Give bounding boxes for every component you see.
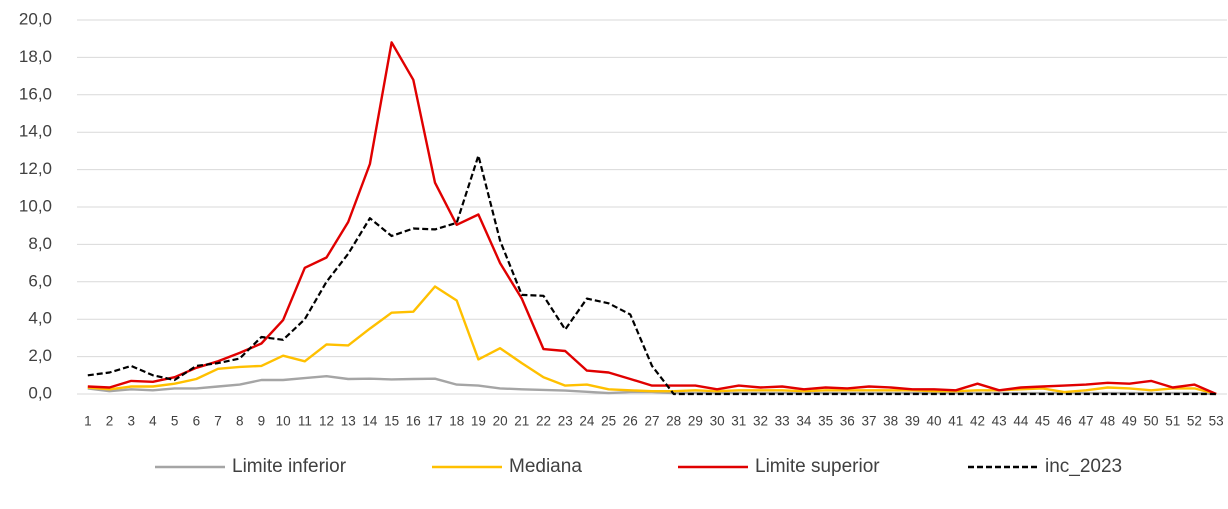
x-tick-label: 15 bbox=[384, 414, 399, 429]
x-tick-label: 45 bbox=[1035, 414, 1050, 429]
y-tick-label: 18,0 bbox=[19, 47, 52, 66]
legend-label: inc_2023 bbox=[1045, 456, 1122, 477]
y-tick-label: 6,0 bbox=[28, 271, 52, 290]
x-tick-label: 28 bbox=[666, 414, 681, 429]
x-tick-label: 24 bbox=[579, 414, 595, 429]
series-line bbox=[87, 154, 1217, 396]
x-tick-label: 20 bbox=[493, 414, 508, 429]
legend-label: Limite superior bbox=[755, 456, 880, 477]
x-tick-label: 42 bbox=[970, 414, 985, 429]
x-tick-label: 4 bbox=[149, 414, 157, 429]
x-tick-label: 1 bbox=[84, 414, 92, 429]
x-tick-label: 12 bbox=[319, 414, 334, 429]
y-tick-label: 4,0 bbox=[28, 309, 52, 328]
x-tick-label: 30 bbox=[710, 414, 725, 429]
x-tick-label: 37 bbox=[861, 414, 876, 429]
x-tick-label: 52 bbox=[1187, 414, 1202, 429]
x-tick-label: 19 bbox=[471, 414, 486, 429]
x-tick-label: 8 bbox=[236, 414, 244, 429]
x-tick-label: 43 bbox=[992, 414, 1007, 429]
x-tick-label: 7 bbox=[214, 414, 222, 429]
x-tick-label: 53 bbox=[1209, 414, 1224, 429]
x-tick-label: 18 bbox=[449, 414, 464, 429]
x-tick-label: 3 bbox=[127, 414, 135, 429]
x-tick-label: 22 bbox=[536, 414, 551, 429]
x-tick-label: 17 bbox=[428, 414, 443, 429]
x-tick-label: 31 bbox=[731, 414, 746, 429]
x-tick-label: 36 bbox=[840, 414, 855, 429]
y-tick-label: 0,0 bbox=[28, 383, 52, 402]
x-tick-label: 11 bbox=[298, 414, 312, 429]
x-tick-label: 5 bbox=[171, 414, 179, 429]
x-tick-label: 13 bbox=[341, 414, 356, 429]
x-tick-label: 41 bbox=[948, 414, 963, 429]
x-tick-label: 16 bbox=[406, 414, 421, 429]
x-tick-label: 33 bbox=[775, 414, 790, 429]
legend-label: Limite inferior bbox=[232, 456, 347, 477]
x-tick-label: 51 bbox=[1165, 414, 1180, 429]
x-tick-label: 29 bbox=[688, 414, 703, 429]
x-tick-label: 21 bbox=[514, 414, 529, 429]
legend-label: Mediana bbox=[509, 456, 582, 477]
x-tick-label: 38 bbox=[883, 414, 898, 429]
x-tick-label: 6 bbox=[193, 414, 201, 429]
x-tick-label: 47 bbox=[1078, 414, 1093, 429]
x-tick-label: 27 bbox=[644, 414, 659, 429]
y-tick-label: 8,0 bbox=[28, 234, 52, 253]
y-tick-label: 16,0 bbox=[19, 84, 52, 103]
y-tick-label: 2,0 bbox=[28, 346, 52, 365]
x-tick-label: 40 bbox=[927, 414, 942, 429]
x-tick-label: 9 bbox=[258, 414, 266, 429]
y-tick-label: 20,0 bbox=[19, 9, 52, 28]
x-tick-label: 32 bbox=[753, 414, 768, 429]
x-tick-label: 44 bbox=[1013, 414, 1029, 429]
x-tick-label: 35 bbox=[818, 414, 833, 429]
series-line bbox=[87, 285, 1217, 396]
x-tick-label: 25 bbox=[601, 414, 616, 429]
x-tick-label: 34 bbox=[796, 414, 812, 429]
x-tick-label: 49 bbox=[1122, 414, 1137, 429]
series-line bbox=[87, 41, 1217, 396]
x-tick-label: 2 bbox=[106, 414, 114, 429]
y-tick-label: 14,0 bbox=[19, 122, 52, 141]
x-tick-label: 26 bbox=[623, 414, 638, 429]
x-tick-label: 50 bbox=[1144, 414, 1159, 429]
x-tick-label: 39 bbox=[905, 414, 920, 429]
x-tick-label: 48 bbox=[1100, 414, 1115, 429]
y-tick-label: 12,0 bbox=[19, 159, 52, 178]
x-tick-label: 10 bbox=[276, 414, 291, 429]
x-tick-label: 14 bbox=[362, 414, 378, 429]
x-tick-label: 23 bbox=[558, 414, 573, 429]
x-tick-label: 46 bbox=[1057, 414, 1072, 429]
y-tick-label: 10,0 bbox=[19, 196, 52, 215]
